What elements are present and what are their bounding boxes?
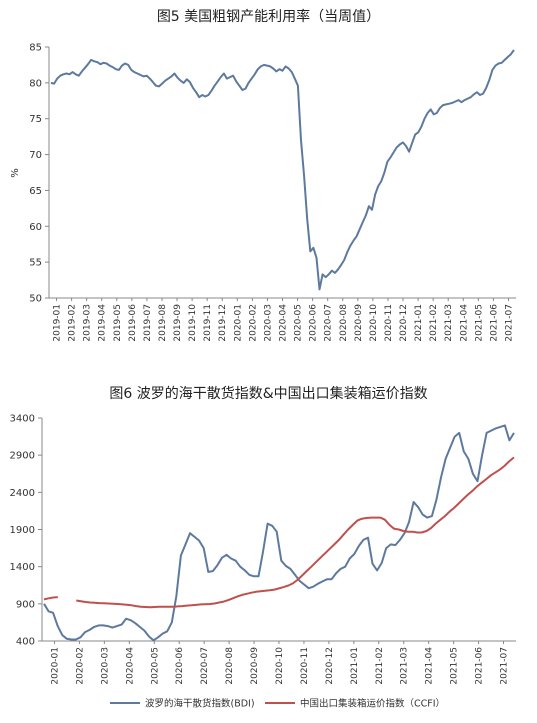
y-tick-label: 60 [29,222,42,233]
x-tick-label: 2020-09 [354,304,364,342]
x-tick-label: 2021-05 [474,304,484,342]
x-tick-label: 2020-04 [125,647,135,685]
y-tick-label: 1900 [10,525,35,536]
x-tick-label: 2019-02 [68,304,78,342]
x-tick-label: 2020-03 [263,304,273,342]
x-tick-label: 2019-01 [53,304,63,342]
x-tick-label: 2020-12 [325,647,335,685]
x-tick-label: 2019-12 [218,304,228,342]
y-axis-label: % [10,168,21,178]
x-tick-label: 2020-01 [50,647,60,685]
x-tick-label: 2021-04 [425,647,435,685]
x-tick-label: 2019-08 [158,304,168,342]
x-tick-label: 2020-07 [200,647,210,685]
x-tick-label: 2019-10 [188,304,198,342]
y-tick-label: 55 [29,258,42,269]
y-tick-label: 1400 [10,562,35,573]
y-tick-label: 70 [29,150,42,161]
x-tick-label: 2021-01 [350,647,360,685]
x-tick-label: 2021-05 [450,647,460,685]
y-tick-label: 75 [29,114,42,125]
y-tick-label: 85 [29,43,42,54]
x-tick-label: 2020-03 [100,647,110,685]
x-tick-label: 2021-01 [414,304,424,342]
x-tick-label: 2021-06 [475,647,485,685]
x-tick-label: 2019-07 [143,304,153,342]
y-tick-label: 400 [16,637,35,648]
x-tick-label: 2020-10 [369,304,379,342]
series-line-1 [43,456,515,609]
x-tick-label: 2020-11 [300,647,310,685]
x-tick-label: 2020-01 [233,304,243,342]
x-tick-label: 2020-11 [384,304,394,342]
x-tick-label: 2020-02 [248,304,258,342]
x-tick-label: 2020-06 [309,304,319,342]
y-tick-label: 2400 [10,488,35,499]
series-line-0 [43,424,515,642]
x-tick-label: 2021-06 [489,304,499,342]
x-tick-label: 2020-08 [225,647,235,685]
x-tick-label: 2020-08 [339,304,349,342]
x-tick-label: 2019-09 [173,304,183,342]
y-tick-label: 3400 [10,414,35,425]
y-tick-label: 2900 [10,451,35,462]
y-tick-label: 50 [29,294,42,305]
x-tick-label: 2020-12 [399,304,409,342]
x-tick-label: 2021-02 [375,647,385,685]
x-tick-label: 2020-04 [279,304,289,342]
x-tick-label: 2019-06 [128,304,138,342]
legend-label-0: 波罗的海干散货指数(BDI) [145,698,255,710]
legend-label-1: 中国出口集装箱运价指数（CCFI） [300,698,445,710]
x-tick-label: 2019-03 [83,304,93,342]
x-tick-label: 2020-06 [175,647,185,685]
x-tick-label: 2020-09 [250,647,260,685]
steel-capacity-utilization-chart: 50 55 60 65 70 75 80 85 2019-01 2019-02 2019-03 201… [10,43,516,342]
x-tick-label: 2021-03 [444,304,454,342]
chart2-title: 图6 波罗的海干散货指数&中国出口集装箱运价指数 [109,386,428,402]
y-tick-label: 80 [29,78,42,89]
chart1-title: 图5 美国粗钢产能利用率（当周值） [156,9,381,25]
x-tick-label: 2019-04 [98,304,108,342]
x-tick-label: 2021-04 [459,304,469,342]
x-tick-label: 2020-05 [150,647,160,685]
x-tick-label: 2021-02 [429,304,439,342]
x-tick-label: 2020-05 [294,304,304,342]
x-tick-label: 2020-07 [324,304,334,342]
x-tick-label: 2019-11 [203,304,213,342]
x-tick-label: 2021-03 [400,647,410,685]
x-tick-label: 2020-02 [75,647,85,685]
x-tick-label: 2021-07 [500,647,510,685]
x-tick-label: 2019-05 [113,304,123,342]
x-tick-label: 2021-07 [504,304,514,342]
x-tick-label: 2020-10 [275,647,285,685]
y-tick-label: 65 [29,186,42,197]
y-tick-label: 900 [16,599,35,610]
series-line-0 [50,49,515,291]
